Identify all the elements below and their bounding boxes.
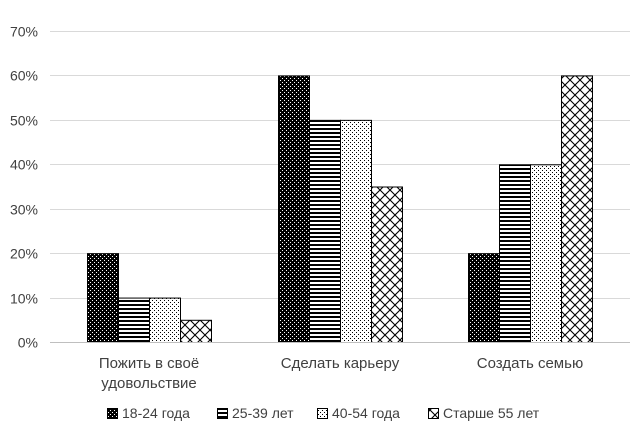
bar: [499, 164, 531, 343]
bar: [309, 119, 341, 343]
y-tick-label: 10%: [10, 291, 38, 307]
legend: 18-24 года 25-39 лет 40-54 года Старше 55 л…: [107, 405, 540, 421]
y-tick-label: 60%: [10, 68, 38, 84]
legend-swatch: [428, 408, 439, 419]
category-label: Сделать карьеру: [281, 355, 400, 372]
y-tick-label: 20%: [10, 246, 38, 262]
y-axis-ticks: 0% 10% 20% 30% 40% 50% 60% 70%: [10, 24, 38, 351]
y-tick-label: 70%: [10, 24, 38, 40]
legend-label: 40-54 года: [332, 405, 400, 421]
y-tick-label: 0%: [18, 335, 38, 351]
bar: [149, 297, 181, 344]
category-label: Создать семью: [477, 355, 583, 372]
bar: [561, 75, 593, 344]
bar: [340, 119, 372, 343]
legend-swatch: [317, 408, 328, 419]
bar: [180, 319, 212, 343]
category-labels: Пожить в своё удовольствие Сделать карьеру…: [99, 355, 583, 392]
y-tick-label: 30%: [10, 202, 38, 218]
legend-swatch: [107, 408, 118, 419]
bar: [118, 297, 150, 344]
bars: [87, 75, 593, 344]
y-tick-label: 50%: [10, 113, 38, 129]
bar: [278, 75, 310, 344]
bar: [468, 253, 500, 343]
legend-label: Старше 55 лет: [443, 405, 540, 421]
category-label: Пожить в своё удовольствие: [99, 355, 199, 392]
legend-label: 18-24 года: [122, 405, 190, 421]
bar: [371, 186, 403, 343]
bar: [87, 253, 119, 343]
y-tick-label: 40%: [10, 157, 38, 173]
legend-swatch: [217, 408, 228, 419]
bar: [530, 164, 562, 343]
legend-label: 25-39 лет: [232, 405, 294, 421]
